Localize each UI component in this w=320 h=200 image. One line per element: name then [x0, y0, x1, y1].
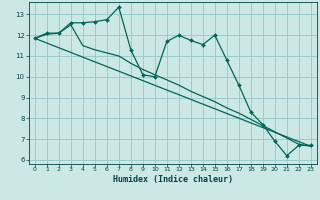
X-axis label: Humidex (Indice chaleur): Humidex (Indice chaleur): [113, 175, 233, 184]
